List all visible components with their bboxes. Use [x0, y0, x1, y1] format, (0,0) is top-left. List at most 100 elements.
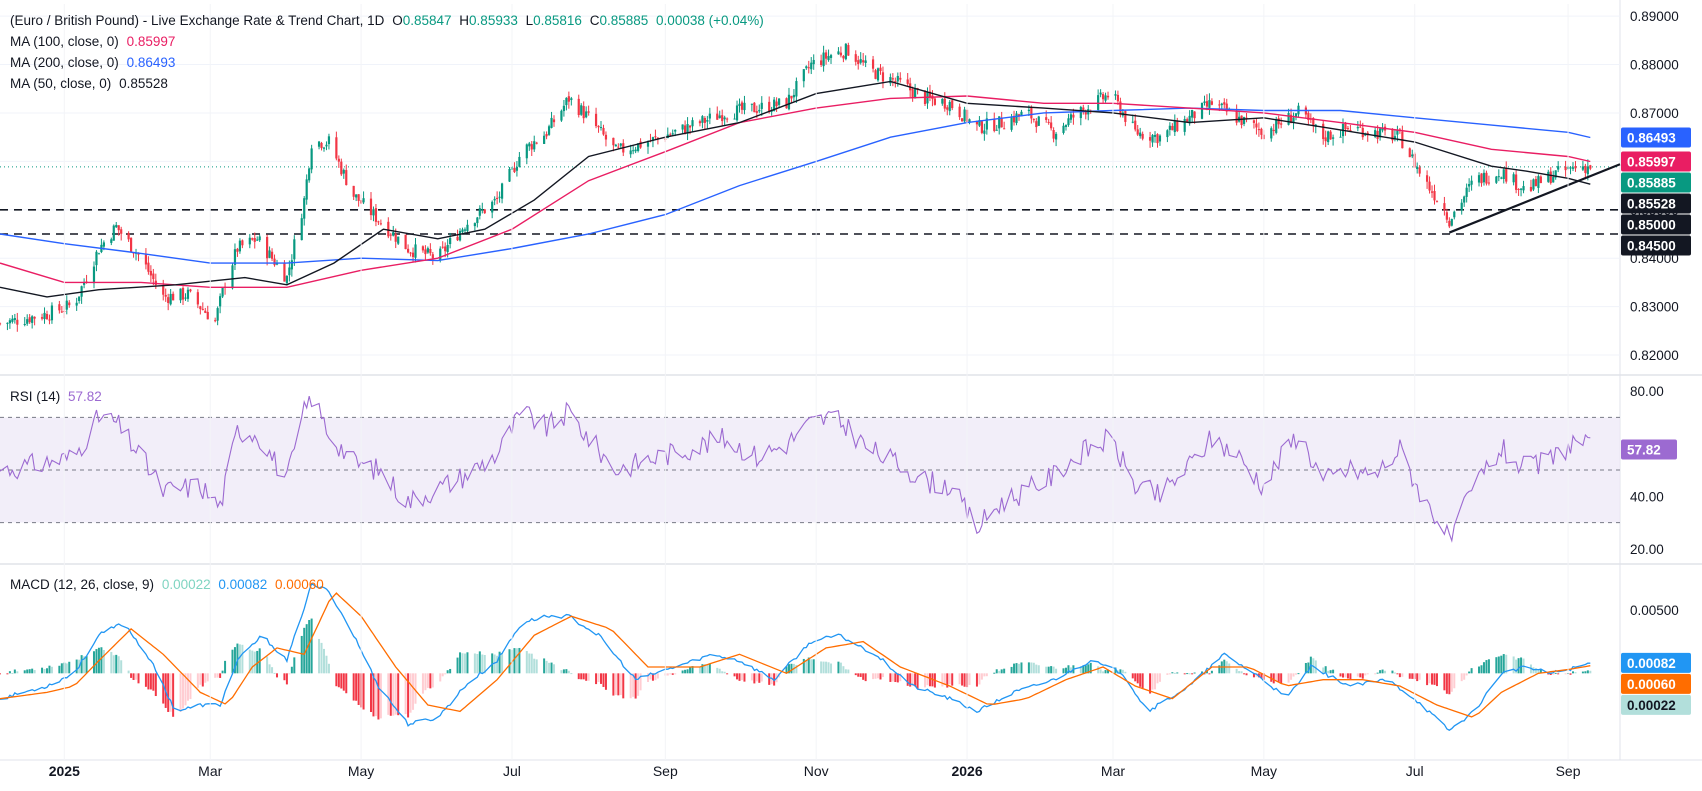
macd-histogram-bar [1416, 673, 1419, 682]
macd-histogram-bar [681, 670, 684, 674]
candle-body [805, 66, 808, 69]
candle-body [473, 223, 476, 227]
price-tag [1621, 172, 1691, 193]
candle-body [127, 233, 130, 240]
candle-body [283, 263, 286, 282]
high-label: H [459, 13, 470, 28]
candle-body [147, 262, 150, 272]
macd-histogram-bar [716, 667, 719, 674]
candle-body [879, 67, 882, 72]
macd-histogram-bar [916, 673, 919, 689]
macd-histogram-bar [1557, 673, 1560, 675]
candle-body [998, 116, 1001, 129]
macd-histogram-bar [587, 673, 590, 681]
candle-body [1136, 129, 1139, 135]
ma200-legend[interactable]: MA (200, close, 0) 0.86493 [10, 55, 179, 70]
rsi-tag [1621, 439, 1677, 460]
macd-histogram-bar [65, 663, 68, 674]
candle-body [585, 111, 588, 118]
macd-histogram-bar [318, 638, 321, 674]
candle-body [310, 148, 313, 170]
macd-histogram-bar [92, 651, 95, 674]
macd-legend[interactable]: MACD (12, 26, close, 9) 0.00022 0.00082 … [10, 577, 328, 592]
candle-body [632, 150, 635, 152]
macd-histogram-bar [303, 627, 306, 674]
candle-body [560, 110, 563, 121]
macd-histogram-bar [723, 671, 726, 674]
price-tag [1621, 127, 1691, 148]
ma200-label: MA (200, close, 0) [10, 55, 119, 70]
candle-body [674, 129, 677, 132]
macd-histogram-bar [1064, 667, 1067, 674]
price-tag-label: 0.85885 [1627, 176, 1676, 191]
macd-histogram-bar [1374, 673, 1377, 675]
candle-body [1193, 111, 1196, 119]
macd-histogram-bar [736, 673, 739, 680]
candle-body [1505, 168, 1508, 182]
rsi-tag-label: 57.82 [1627, 442, 1661, 457]
macd-histogram-bar [530, 653, 533, 674]
macd-histogram-bar [431, 673, 434, 688]
candle-body [115, 224, 118, 228]
candle-body [406, 248, 410, 253]
macd-histogram-bar [221, 670, 224, 674]
macd-histogram-bar [795, 664, 798, 674]
macd-histogram-bar [414, 673, 417, 704]
macd-histogram-bar [461, 653, 464, 674]
candle-body [1468, 183, 1471, 187]
macd-histogram-bar [1205, 670, 1208, 674]
candle-body [253, 238, 256, 242]
macd-histogram-bar [787, 664, 790, 674]
candle-body [1280, 123, 1283, 125]
macd-histogram-bar [149, 673, 152, 690]
candle-body [1465, 187, 1468, 197]
rsi-legend[interactable]: RSI (14) 57.82 [10, 389, 106, 404]
macd-histogram-bar [602, 673, 605, 687]
macd-histogram-bar [1037, 665, 1040, 674]
ma100-label: MA (100, close, 0) [10, 34, 119, 49]
candle-body [1171, 125, 1174, 131]
price-tag [1621, 193, 1691, 214]
price-tag [1621, 214, 1691, 235]
candle-body [1015, 113, 1018, 124]
macd-histogram-bar [862, 673, 865, 680]
macd-histogram-bar [1426, 673, 1429, 686]
candle-body [1557, 166, 1560, 170]
macd-histogram-bar [1344, 673, 1347, 678]
candle-body [629, 150, 632, 155]
macd-histogram-bar [812, 659, 815, 674]
candle-body [822, 52, 825, 67]
candle-body [656, 137, 659, 139]
candle-body [75, 302, 78, 306]
candle-body [58, 304, 61, 311]
candle-body [552, 119, 556, 123]
macd-histogram-bar [68, 661, 71, 674]
price-tick-label: 0.87000 [1630, 106, 1679, 121]
ma100-legend[interactable]: MA (100, close, 0) 0.85997 [10, 34, 179, 49]
macd-histogram-bar [199, 673, 202, 685]
candle-body [1173, 120, 1176, 133]
candle-body [654, 136, 657, 138]
candle-body [1079, 107, 1082, 119]
rsi-value: 57.82 [68, 389, 102, 404]
candle-body [587, 111, 590, 113]
macd-histogram-bar [1339, 673, 1342, 677]
macd-histogram-bar [327, 663, 330, 674]
ma50-legend[interactable]: MA (50, close, 0) 0.85528 [10, 76, 172, 91]
candle-body [1485, 172, 1488, 184]
candle-body [906, 79, 909, 84]
macd-histogram-bar [256, 650, 259, 674]
macd-histogram-bar [899, 673, 902, 682]
candle-body [844, 43, 847, 60]
macd-histogram-bar [231, 649, 234, 674]
macd-histogram-bar [790, 663, 793, 674]
candle-body [1020, 111, 1023, 117]
candle-body [1287, 113, 1290, 125]
macd-histogram-bar [689, 667, 692, 674]
candle-body [169, 293, 172, 305]
candle-body [362, 198, 365, 203]
macd-histogram-bar [859, 673, 862, 677]
candle-body [1240, 115, 1243, 126]
macd-histogram-bar [421, 673, 424, 694]
candle-body [394, 233, 397, 242]
